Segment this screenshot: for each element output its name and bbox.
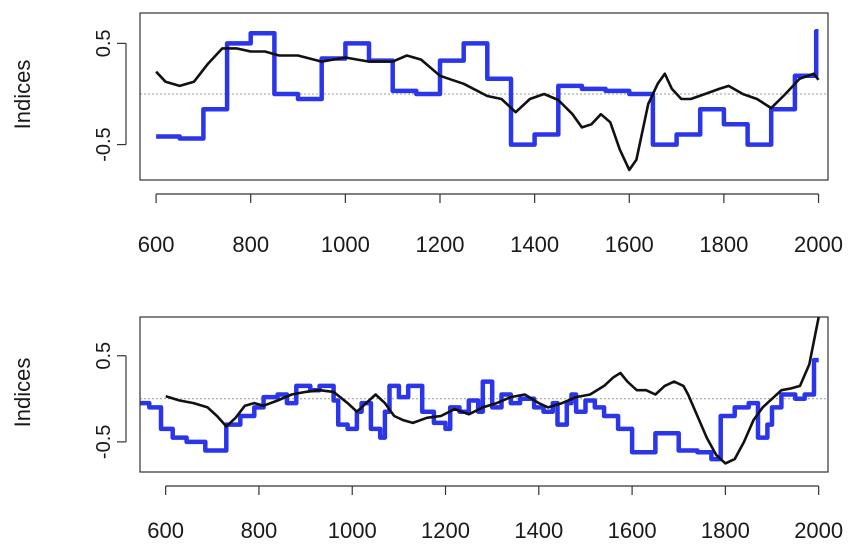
x-tick-label: 2000 (794, 232, 843, 257)
x-tick-label: 1000 (328, 518, 377, 543)
y-tick-label: -0.5 (93, 127, 115, 161)
x-tick-label: 600 (138, 232, 175, 257)
y-tick-label: 0.5 (93, 29, 115, 57)
x-tick-label: 1800 (701, 518, 750, 543)
plot-frame (139, 12, 829, 181)
x-tick-label: 1400 (510, 232, 559, 257)
x-tick-label: 1600 (608, 518, 657, 543)
black-smooth-series-line (165, 317, 820, 465)
x-tick-label: 1600 (605, 232, 654, 257)
x-tick-label: 800 (232, 232, 269, 257)
x-tick-label: 600 (147, 518, 184, 543)
plot-frame (139, 316, 829, 473)
blue-step-series-line (156, 28, 819, 147)
x-tick-label: 1200 (421, 518, 470, 543)
x-tick-label: 2000 (794, 518, 843, 543)
x-tick-label: 1800 (699, 232, 748, 257)
plot-area (155, 28, 820, 172)
y-axis-label: Indices (10, 358, 35, 428)
x-tick-label: 1400 (514, 518, 563, 543)
x-tick-label: 800 (241, 518, 278, 543)
chart-panel-2: 600 800 1000 1200 1400 1600 1800 2000 -0.5 0.5 Ind… (10, 316, 843, 543)
x-tick-label: 1200 (416, 232, 465, 257)
y-tick-label: -0.5 (93, 425, 115, 459)
black-smooth-series-line (155, 47, 820, 172)
plot-area (140, 317, 820, 465)
y-axis-label: Indices (10, 60, 35, 130)
x-tick-label: 1000 (321, 232, 370, 257)
y-tick-label: 0.5 (93, 342, 115, 370)
chart-panel-1: 600 800 1000 1200 1400 1600 1800 2000 -0.5 0.5 Ind… (10, 12, 843, 257)
